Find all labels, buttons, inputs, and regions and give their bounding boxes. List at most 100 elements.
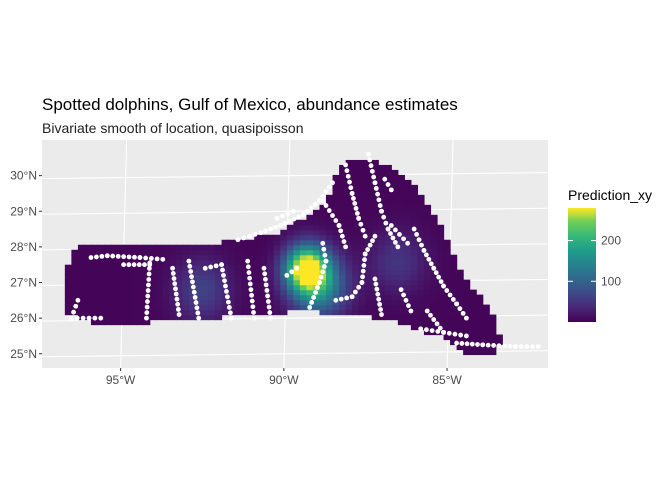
- prediction-cell: [280, 279, 288, 286]
- prediction-cell: [293, 304, 301, 311]
- survey-point: [480, 342, 486, 348]
- survey-point: [348, 185, 354, 191]
- prediction-cell: [371, 159, 379, 166]
- prediction-cell: [299, 269, 308, 276]
- survey-point: [360, 268, 366, 274]
- survey-point: [213, 263, 219, 269]
- prediction-cell: [234, 269, 242, 276]
- prediction-cell: [397, 264, 405, 271]
- prediction-cell: [319, 234, 327, 241]
- prediction-cell: [423, 219, 432, 226]
- survey-point: [441, 329, 446, 335]
- prediction-cell: [423, 284, 432, 291]
- survey-point: [290, 208, 296, 214]
- survey-point: [195, 310, 201, 316]
- survey-point: [367, 157, 373, 163]
- prediction-cell: [463, 294, 471, 301]
- prediction-cell: [234, 289, 242, 296]
- prediction-cell: [423, 269, 432, 276]
- prediction-cell: [463, 279, 471, 286]
- prediction-cell: [417, 259, 425, 266]
- prediction-cell: [326, 279, 334, 286]
- prediction-cell: [469, 344, 477, 351]
- prediction-cell: [417, 294, 425, 301]
- prediction-cell: [482, 304, 490, 311]
- prediction-cell: [182, 299, 190, 306]
- prediction-cell: [286, 229, 294, 236]
- survey-point: [228, 315, 234, 321]
- prediction-cell: [260, 304, 268, 311]
- prediction-cell: [77, 254, 86, 261]
- prediction-cell: [326, 264, 334, 271]
- prediction-cell: [90, 269, 99, 276]
- survey-point: [370, 238, 375, 244]
- prediction-cell: [241, 259, 249, 266]
- prediction-cell: [378, 284, 386, 291]
- prediction-cell: [97, 294, 105, 301]
- prediction-cell: [326, 224, 334, 231]
- prediction-cell: [345, 224, 353, 231]
- prediction-cell: [430, 239, 438, 246]
- y-tick-label: 26°N: [10, 311, 37, 325]
- prediction-cell: [319, 254, 327, 261]
- prediction-cell: [241, 264, 249, 271]
- survey-point: [502, 343, 507, 349]
- prediction-cell: [417, 314, 425, 321]
- prediction-cell: [430, 234, 438, 241]
- prediction-cell: [345, 299, 353, 306]
- prediction-cell: [241, 309, 249, 316]
- prediction-cell: [104, 249, 112, 256]
- survey-point: [251, 310, 256, 315]
- prediction-cell: [476, 299, 484, 306]
- prediction-cell: [339, 284, 347, 291]
- x-axis: 95°W 90°W 85°W: [106, 368, 462, 387]
- survey-point: [235, 237, 241, 243]
- prediction-cell: [130, 269, 138, 276]
- prediction-cell: [443, 304, 451, 311]
- prediction-cell: [365, 209, 373, 216]
- prediction-cell: [365, 274, 373, 281]
- prediction-cell: [280, 249, 288, 256]
- prediction-cell: [208, 279, 216, 286]
- survey-point: [356, 215, 362, 221]
- prediction-cell: [463, 299, 471, 306]
- survey-point: [267, 310, 273, 315]
- prediction-cell: [371, 264, 379, 271]
- prediction-cell: [201, 249, 210, 256]
- prediction-cell: [299, 254, 308, 261]
- prediction-cell: [437, 244, 445, 251]
- prediction-cell: [423, 329, 432, 336]
- prediction-cell: [273, 254, 281, 261]
- prediction-cell: [71, 254, 79, 261]
- prediction-cell: [417, 319, 425, 326]
- prediction-cell: [489, 319, 497, 326]
- prediction-cell: [234, 279, 242, 286]
- prediction-cell: [136, 319, 144, 326]
- prediction-cell: [365, 304, 373, 311]
- prediction-cell: [450, 339, 458, 346]
- prediction-cell: [188, 304, 197, 311]
- prediction-cell: [162, 264, 170, 271]
- prediction-cell: [71, 279, 79, 286]
- prediction-cell: [352, 294, 360, 301]
- prediction-cell: [90, 264, 99, 271]
- prediction-cell: [456, 269, 464, 276]
- prediction-cell: [456, 274, 464, 281]
- prediction-cell: [90, 289, 99, 296]
- prediction-cell: [241, 249, 249, 256]
- prediction-cell: [156, 314, 164, 321]
- prediction-cell: [397, 194, 405, 201]
- prediction-cell: [391, 299, 399, 306]
- prediction-cell: [345, 309, 353, 316]
- prediction-cell: [352, 184, 360, 191]
- prediction-cell: [332, 224, 340, 231]
- survey-point: [320, 193, 326, 199]
- prediction-cell: [384, 174, 392, 181]
- prediction-cell: [169, 259, 177, 266]
- prediction-cell: [384, 304, 392, 311]
- prediction-cell: [384, 164, 392, 171]
- prediction-cell: [371, 209, 379, 216]
- prediction-cell: [273, 304, 281, 311]
- prediction-cell: [326, 304, 334, 311]
- survey-point: [249, 298, 255, 304]
